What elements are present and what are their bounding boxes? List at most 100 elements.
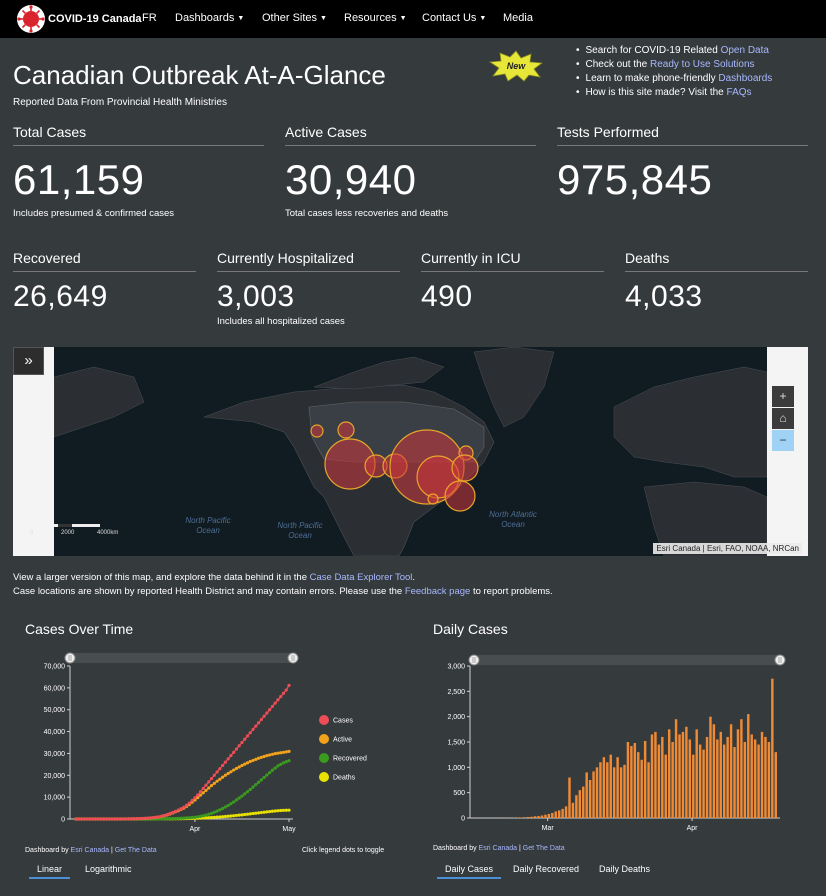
daily-bar [602, 757, 606, 818]
data-point-cases [281, 691, 286, 695]
zoom-in-button[interactable]: + [772, 386, 794, 407]
nav-item-other-sites[interactable]: Other Sites ▼ [262, 12, 327, 24]
daily-bar [743, 742, 747, 818]
home-icon[interactable]: ⌂ [772, 408, 794, 429]
data-point-recovered [234, 798, 239, 802]
cases-over-time-chart[interactable]: 0 10,000 20,000 30,000 40,000 50,000 60,000 70,… [13, 648, 403, 838]
daily-bar [719, 731, 722, 818]
daily-bar [692, 754, 695, 818]
data-point-recovered [232, 800, 236, 804]
europe-landmass [613, 366, 767, 478]
solutions-link[interactable]: Ready to Use Solutions [650, 59, 755, 70]
tab-daily-cases[interactable]: Daily Cases [437, 864, 502, 879]
nav-item-fr[interactable]: FR [142, 12, 157, 24]
case-bubble [337, 421, 355, 439]
nav-item-resources[interactable]: Resources ▼ [344, 12, 407, 24]
data-point-cases [245, 734, 250, 738]
daily-bar [619, 767, 623, 818]
top-navbar: COVID-19 Canada FR Dashboards ▼ Other Sit… [0, 0, 826, 38]
case-map[interactable]: » 0 [13, 347, 808, 556]
nav-item-dashboards[interactable]: Dashboards ▼ [175, 12, 244, 24]
data-point-cases [173, 809, 178, 813]
data-point-cases [96, 817, 100, 821]
data-point-deaths [284, 808, 288, 812]
data-point-deaths [254, 811, 258, 815]
data-point-recovered [268, 771, 272, 775]
data-point-recovered [160, 817, 164, 821]
data-point-recovered [204, 813, 208, 817]
x-tick-label: Apr [189, 826, 201, 833]
legend-dot [319, 715, 329, 725]
nav-item-contact-us[interactable]: Contact Us ▼ [422, 12, 486, 24]
stat-recovered: Recovered 26,649 [13, 250, 196, 314]
zoom-out-button[interactable]: − [772, 430, 794, 451]
legend-item-active[interactable]: Active [319, 734, 352, 744]
esri-canada-link[interactable]: Esri Canada [70, 847, 110, 854]
stat-note: Total cases less recoveries and deaths [285, 208, 449, 219]
daily-bar [544, 814, 547, 818]
y-tick-label: 70,000 [44, 664, 66, 671]
data-point-active [240, 763, 244, 768]
brand-title[interactable]: COVID-19 Canada [48, 13, 142, 25]
bullet-text: How is this site made? Visit the [585, 87, 727, 98]
map-note-line-1: View a larger version of this map, and e… [13, 571, 553, 585]
cases-over-time-title: Cases Over Time [25, 621, 134, 637]
feedback-link[interactable]: Feedback page [404, 586, 471, 597]
daily-bar [733, 747, 736, 818]
stat-label: Active Cases [285, 124, 536, 146]
stat-value: 26,649 [13, 280, 108, 313]
open-data-link[interactable]: Open Data [720, 45, 769, 56]
tab-linear[interactable]: Linear [29, 864, 71, 879]
case-data-explorer-link[interactable]: Case Data Explorer Tool [309, 572, 413, 583]
caret-down-icon: ▼ [399, 15, 407, 22]
dashboards-link[interactable]: Dashboards [718, 73, 773, 84]
faqs-link[interactable]: FAQs [726, 87, 752, 98]
tab-logarithmic[interactable]: Logarithmic [85, 864, 132, 874]
data-point-active [276, 751, 280, 755]
daily-bar [616, 757, 619, 818]
data-point-deaths [268, 809, 272, 814]
data-point-recovered [162, 817, 167, 821]
map-attribution[interactable]: Esri Canada | Esri, FAO, NOAA, NRCan [653, 543, 802, 554]
daily-bar [606, 762, 609, 818]
virus-logo-icon[interactable] [16, 4, 46, 34]
map-canvas[interactable] [54, 347, 767, 556]
data-point-deaths [201, 816, 205, 820]
legend-item-deaths[interactable]: Deaths [319, 772, 356, 782]
daily-cases-chart[interactable]: 0 500 1,000 1,500 2,000 2,500 3,000 Mar Apr [423, 648, 813, 838]
daily-bar [747, 714, 750, 818]
get-the-data-link[interactable]: Get The Data [522, 845, 565, 852]
data-point-recovered [265, 773, 269, 777]
data-point-cases [162, 813, 167, 818]
stat-total-cases: Total Cases 61,159 Includes presumed & c… [13, 124, 264, 219]
esri-canada-link[interactable]: Esri Canada [478, 845, 518, 852]
daily-bar [585, 772, 588, 818]
data-point-active [243, 762, 247, 766]
data-point-cases [99, 817, 103, 821]
legend-item-cases[interactable]: Cases [319, 715, 353, 725]
ocean-label: North Pacific Ocean [277, 521, 323, 540]
expand-panel-button[interactable]: » [13, 347, 44, 375]
data-point-cases [182, 805, 186, 809]
tab-daily-deaths[interactable]: Daily Deaths [599, 864, 651, 874]
legend-item-recovered[interactable]: Recovered [319, 753, 367, 763]
data-point-active [287, 749, 291, 753]
data-point-active [221, 775, 225, 779]
data-point-cases [226, 757, 230, 761]
data-point-cases [251, 727, 255, 731]
data-point-deaths [248, 812, 252, 816]
daily-bar [722, 744, 726, 818]
data-point-deaths [240, 813, 244, 817]
map-side-panel [13, 347, 54, 556]
get-the-data-link[interactable]: Get The Data [114, 847, 157, 854]
data-point-recovered [243, 792, 247, 796]
nav-item-media[interactable]: Media [503, 12, 533, 24]
stat-value: 490 [421, 280, 473, 313]
data-point-cases [138, 816, 142, 821]
map-note-text: Case locations are shown by reported Hea… [13, 586, 405, 597]
data-point-recovered [259, 778, 263, 782]
data-point-deaths [279, 808, 283, 813]
data-point-active [223, 773, 227, 777]
tab-daily-recovered[interactable]: Daily Recovered [513, 864, 580, 874]
data-point-deaths [276, 809, 280, 813]
